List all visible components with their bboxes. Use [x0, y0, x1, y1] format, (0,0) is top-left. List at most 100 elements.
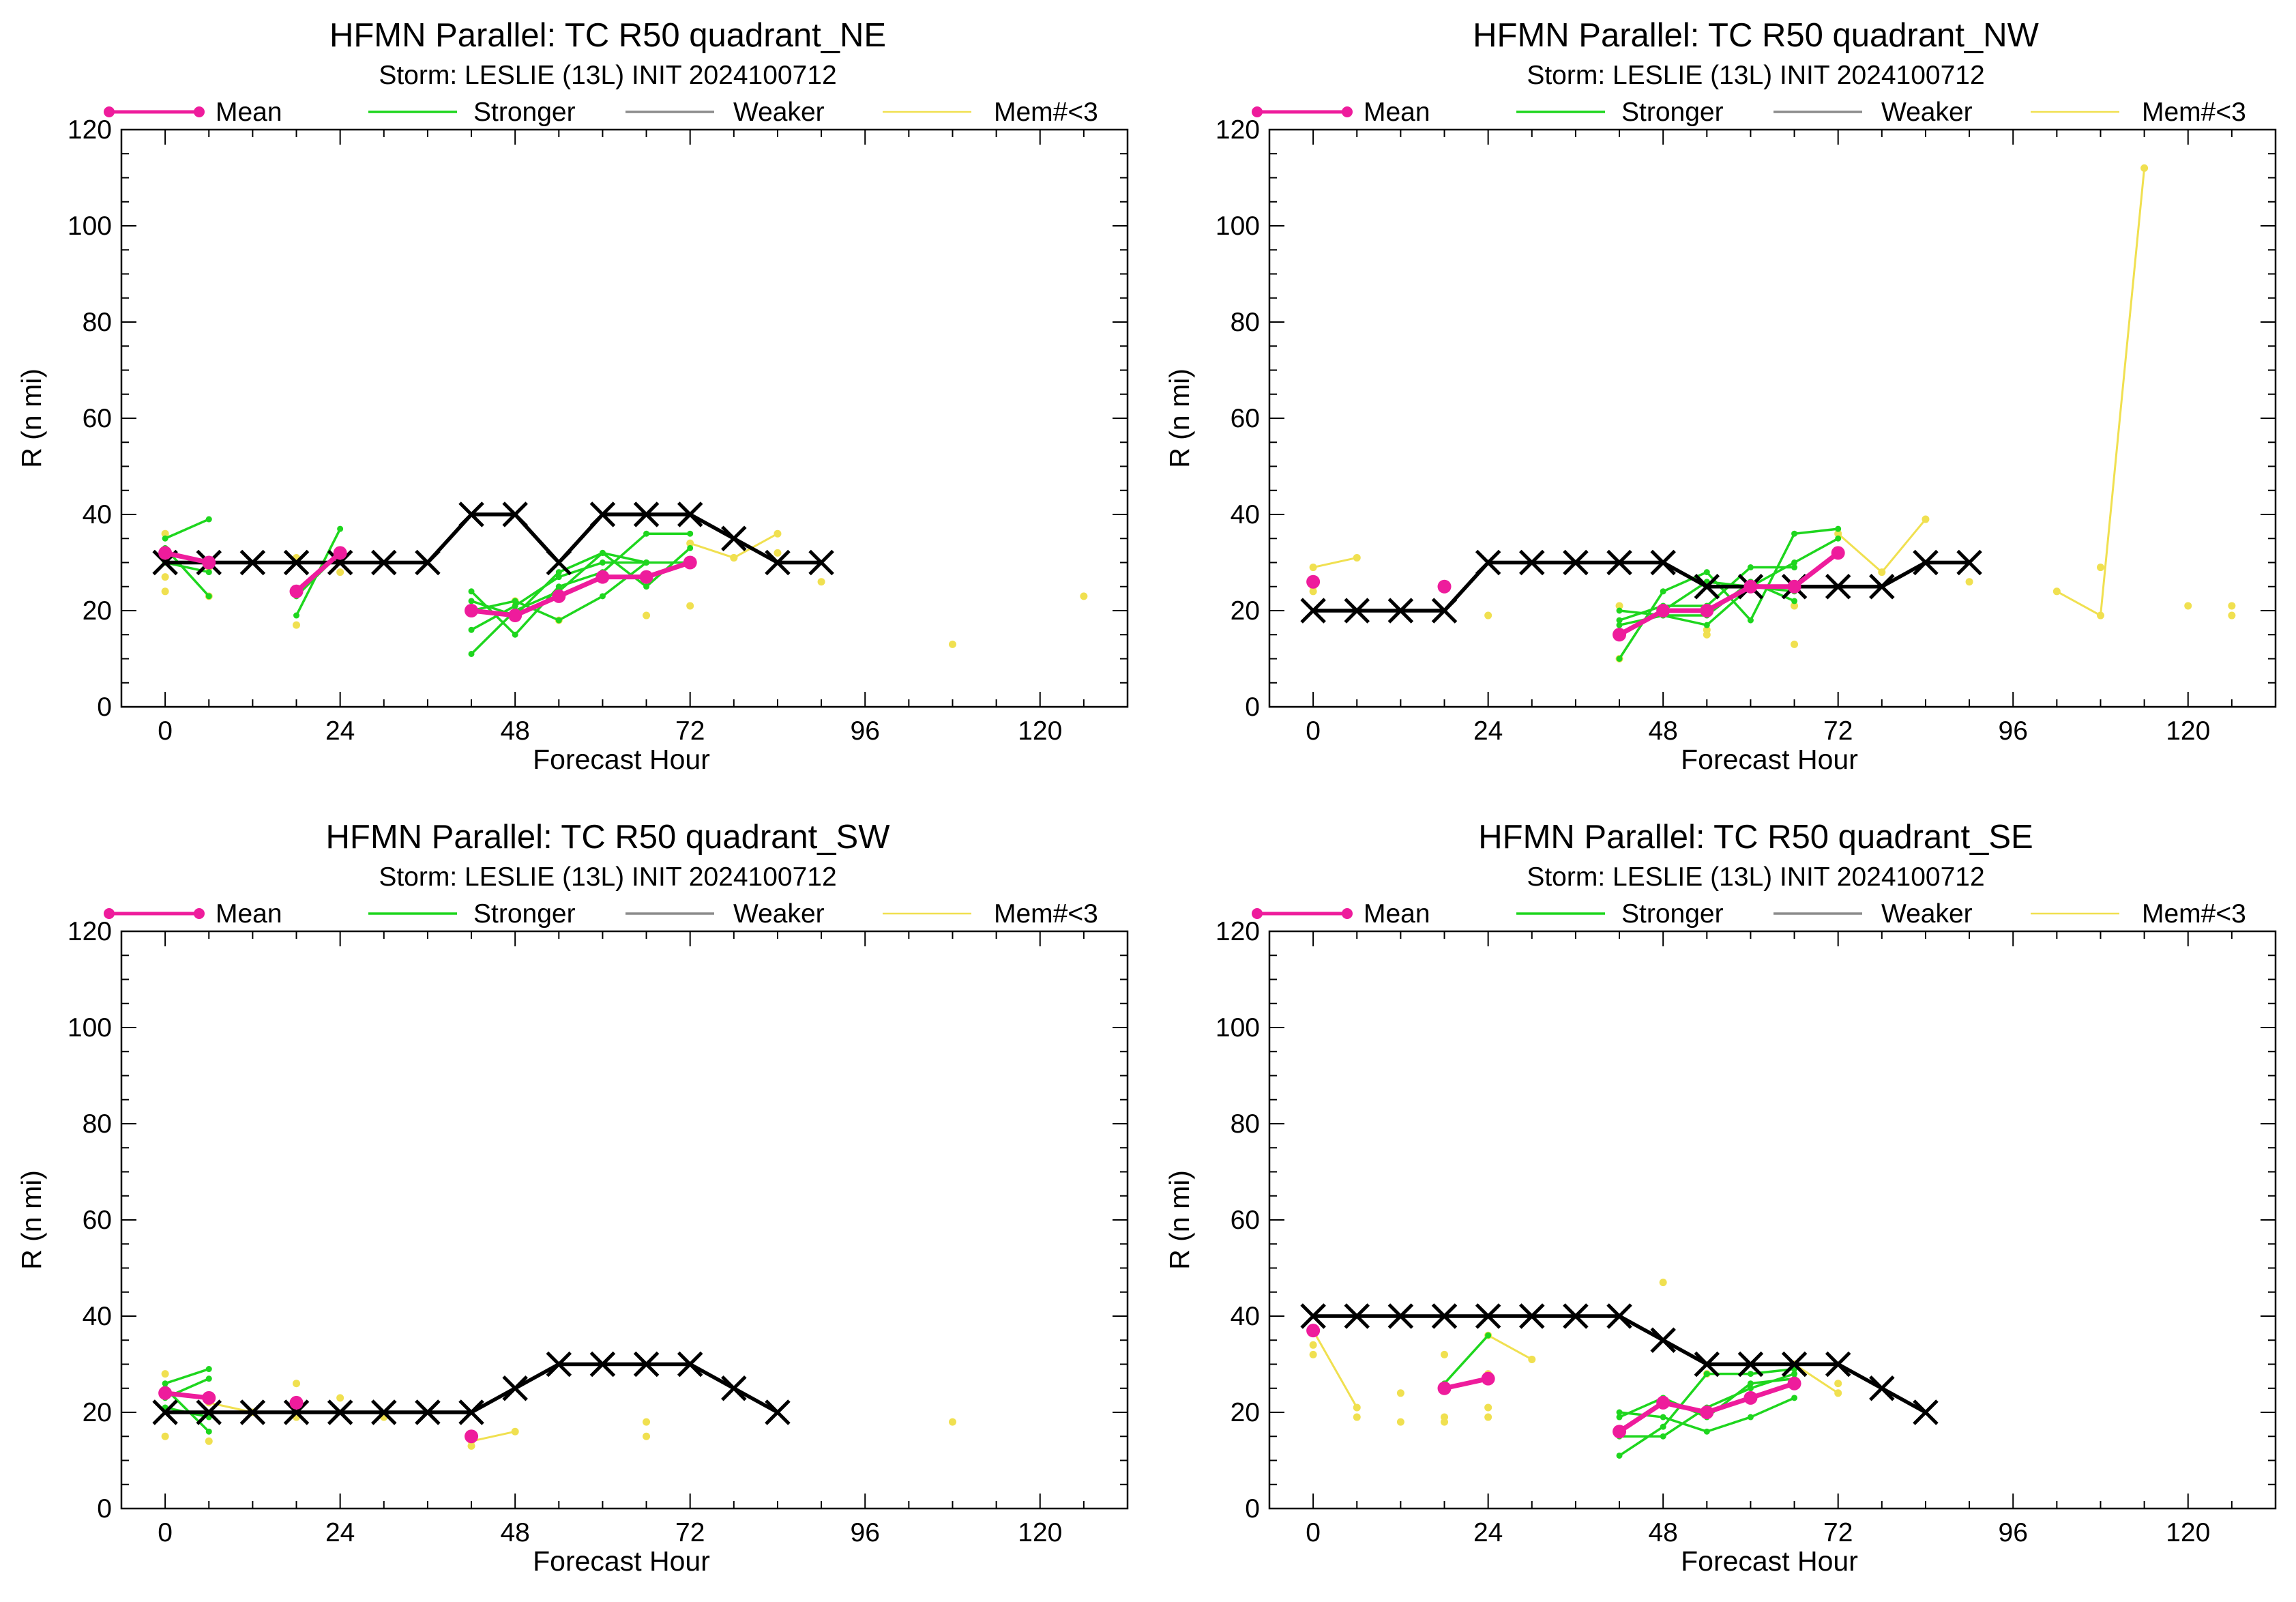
best-track-marker — [1344, 598, 1370, 624]
x-tick-label: 48 — [500, 1518, 529, 1547]
stronger-point — [205, 516, 212, 523]
stronger-point — [205, 1366, 212, 1373]
mem-series-line — [1793, 1363, 1839, 1395]
best-track-marker — [283, 549, 310, 576]
y-tick-label: 80 — [83, 308, 112, 337]
stronger-point — [162, 1380, 168, 1387]
stronger-point — [205, 1375, 212, 1382]
stronger-point — [1616, 622, 1623, 628]
stronger-point — [205, 1428, 212, 1435]
mem-point — [1396, 1418, 1404, 1426]
mem-point — [1791, 640, 1799, 648]
mean-series-line — [164, 550, 210, 565]
legend-mean-marker — [194, 908, 205, 919]
x-tick-label: 0 — [158, 716, 173, 746]
y-tick-label: 100 — [68, 212, 112, 241]
y-tick-label: 120 — [68, 917, 112, 946]
best-track-marker — [152, 1399, 178, 1425]
x-tick-label: 0 — [1306, 1518, 1321, 1547]
y-tick-label: 0 — [97, 1494, 112, 1524]
stronger-point — [1791, 598, 1798, 605]
stronger-point — [1660, 1433, 1666, 1440]
mem-point — [1484, 611, 1492, 620]
chart-title: HFMN Parallel: TC R50 quadrant_NW — [1473, 17, 2039, 54]
best-track-marker — [1737, 1351, 1764, 1378]
stronger-point — [1616, 617, 1623, 624]
y-tick-label: 100 — [1216, 1013, 1260, 1043]
mem-point — [774, 549, 782, 557]
best-track-marker — [721, 1375, 747, 1401]
x-tick-label: 96 — [1999, 716, 2028, 746]
best-track-marker — [502, 1375, 528, 1401]
x-axis-title: Forecast Hour — [533, 744, 710, 775]
stronger-point — [468, 626, 475, 633]
x-tick-label: 96 — [851, 716, 880, 746]
mean-point — [1437, 1381, 1452, 1395]
stronger-point — [1703, 569, 1710, 576]
best-track-marker — [1563, 549, 1589, 576]
y-tick-label: 120 — [1216, 917, 1260, 946]
legend-stronger-label: Stronger — [1621, 899, 1724, 929]
mean-point — [465, 604, 479, 617]
chart-panel-se: HFMN Parallel: TC R50 quadrant_SE Storm:… — [1164, 819, 2277, 1577]
mem-point — [1922, 515, 1930, 523]
chart-title: HFMN Parallel: TC R50 quadrant_NE — [329, 17, 886, 54]
legend-mem-label: Mem#<3 — [994, 899, 1098, 929]
x-tick-label: 72 — [1823, 1518, 1853, 1547]
best-track-marker — [458, 1399, 484, 1425]
y-tick-label: 100 — [68, 1013, 112, 1043]
best-track-marker — [1387, 598, 1414, 624]
best-track-marker — [633, 1351, 660, 1378]
mem-point — [2228, 611, 2236, 620]
mem-point — [948, 1418, 956, 1426]
best-track-marker — [721, 525, 747, 552]
best-track-marker — [1913, 549, 1939, 576]
mem-point — [2140, 164, 2149, 172]
chart-subtitle: Storm: LESLIE (13L) INIT 2024100712 — [379, 862, 836, 892]
mem-series-line — [1487, 1334, 1533, 1360]
mem-point — [1791, 602, 1799, 610]
mem-point — [467, 1442, 475, 1450]
stronger-point — [1791, 1371, 1798, 1378]
mem-point — [1703, 626, 1711, 634]
x-tick-label: 72 — [675, 716, 705, 746]
mem-point — [643, 1432, 651, 1440]
plot-frame — [120, 128, 1129, 708]
mean-point — [289, 584, 304, 598]
mean-point — [202, 1390, 216, 1405]
stronger-point — [1616, 1452, 1623, 1459]
stronger-point — [687, 530, 694, 537]
best-track-line — [165, 1362, 779, 1414]
y-tick-label: 80 — [83, 1109, 112, 1139]
mem-point — [336, 568, 344, 577]
mean-point — [1787, 579, 1801, 594]
best-track-marker — [589, 1351, 616, 1378]
x-tick-label: 0 — [158, 1518, 173, 1547]
x-tick-label: 120 — [2166, 716, 2210, 746]
best-track-marker — [1781, 1351, 1808, 1378]
legend-weaker-label: Weaker — [733, 899, 825, 929]
y-axis-title: R (n mi) — [1164, 1170, 1195, 1270]
mean-point — [683, 555, 697, 570]
y-tick-label: 20 — [1231, 596, 1260, 626]
x-tick-label: 48 — [1648, 716, 1677, 746]
x-tick-label: 0 — [1306, 716, 1321, 746]
stronger-point — [555, 617, 562, 624]
mean-point — [1656, 604, 1671, 617]
x-tick-label: 120 — [1018, 716, 1062, 746]
mean-series-line — [295, 551, 342, 594]
stronger-point — [205, 569, 212, 576]
mean-point — [1306, 1324, 1321, 1338]
best-track-marker — [765, 1399, 791, 1425]
legend-mean-marker — [104, 908, 115, 919]
stronger-series-line — [471, 561, 690, 622]
legend: Mean Stronger Weaker Mem#<3 — [216, 899, 1098, 929]
best-track-marker — [1300, 1303, 1326, 1329]
legend-mem-label: Mem#<3 — [2142, 98, 2246, 127]
x-tick-label: 24 — [1473, 716, 1503, 746]
chart-panel-sw: HFMN Parallel: TC R50 quadrant_SW Storm:… — [16, 819, 1129, 1577]
legend-mean-marker — [194, 106, 205, 117]
best-track-marker — [1694, 1351, 1720, 1378]
y-axis-title: R (n mi) — [16, 1170, 47, 1270]
mem-point — [1965, 578, 1973, 586]
